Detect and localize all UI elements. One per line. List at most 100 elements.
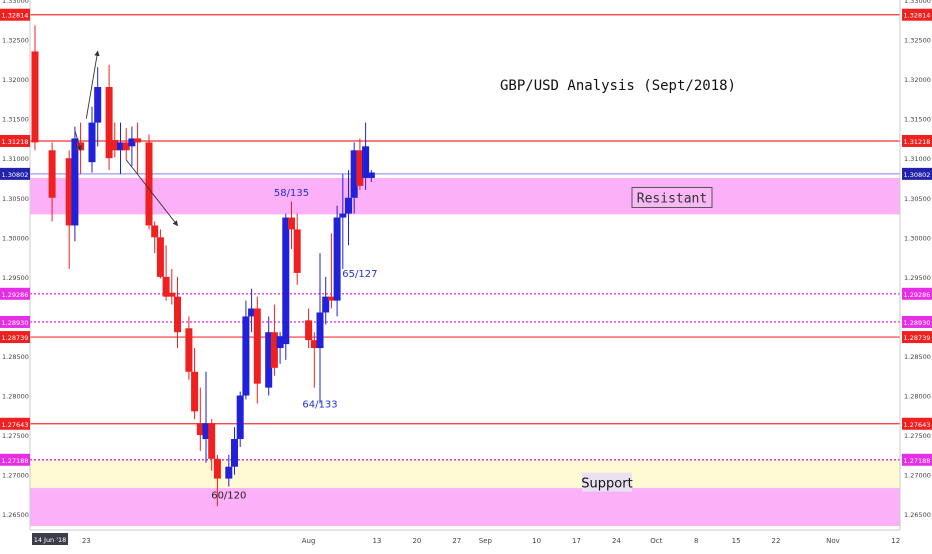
candle-27	[236, 391, 244, 447]
candle-43	[339, 174, 347, 269]
y-tick-label-left-3: 1.31500	[2, 116, 29, 124]
candle-23	[208, 419, 216, 471]
candle-13	[145, 134, 153, 230]
x-tick-label-4: 27	[452, 537, 461, 545]
y-tick-label-left-10: 1.27500	[2, 432, 29, 440]
candle-body	[117, 142, 124, 151]
zones-layer	[30, 177, 900, 527]
candle-30	[253, 296, 261, 404]
trend-arrow-1	[85, 50, 100, 119]
level-badge-label-right-0: 1.32814	[904, 12, 931, 20]
candle-body	[94, 87, 102, 123]
candle-body	[253, 308, 261, 384]
candle-26	[231, 427, 238, 475]
candle-39	[316, 253, 324, 404]
level-badge-label-right-7: 1.27188	[904, 457, 931, 465]
level-badge-label-left-1: 1.31218	[2, 138, 29, 146]
candle-35	[288, 201, 295, 250]
candle-body	[345, 197, 352, 214]
level-badge-label-right-4: 1.28930	[904, 319, 931, 327]
arrows-layer	[74, 50, 179, 227]
candle-body	[293, 229, 301, 273]
y-tick-label-right-10: 1.27500	[904, 432, 931, 440]
support-label-box	[582, 472, 632, 492]
level-badge-label-right-2: 1.30802	[904, 171, 931, 179]
candle-8	[111, 122, 119, 158]
candle-body	[236, 395, 244, 440]
x-tick-label-1: Aug	[302, 537, 316, 545]
x-start-badge	[32, 533, 68, 545]
y-tick-label-right-6: 1.30000	[904, 234, 931, 242]
x-tick-label-5: Sep	[479, 537, 493, 545]
candle-body	[105, 87, 113, 159]
candle-31	[265, 316, 273, 396]
candle-24	[213, 454, 221, 507]
y-tick-label-right-8: 1.28500	[904, 353, 931, 361]
candle-body	[48, 150, 56, 198]
candle-2	[65, 150, 73, 269]
level-badge-right-0	[902, 8, 932, 21]
y-tick-label-left-0: 1.33000	[2, 0, 29, 5]
candle-body	[265, 332, 273, 388]
y-tick-label-right-5: 1.30500	[904, 195, 931, 203]
candle-body	[111, 140, 119, 151]
level-badge-label-left-7: 1.27188	[2, 457, 29, 465]
candle-44	[345, 170, 352, 246]
level-badge-left-6	[0, 417, 30, 430]
annotation-label-1: 64/133	[302, 399, 337, 410]
candle-28	[242, 300, 250, 400]
candle-15	[156, 229, 164, 279]
candle-body	[168, 292, 176, 297]
x-tick-label-9: Oct	[650, 537, 662, 545]
x-tick-label-10: 8	[694, 537, 698, 545]
annotation-label-3: 60/120	[211, 490, 246, 501]
candle-body	[333, 217, 341, 301]
y-tick-label-right-3: 1.31500	[904, 116, 931, 124]
annotation-label-0: 58/135	[274, 188, 309, 199]
y-tick-label-left-4: 1.31000	[2, 155, 29, 163]
y-tick-label-left-8: 1.28500	[2, 353, 29, 361]
level-badge-right-3	[902, 287, 932, 300]
x-tick-label-3: 20	[412, 537, 421, 545]
candle-body	[134, 138, 142, 143]
candle-body	[31, 51, 39, 143]
annotation-label-2: 65/127	[342, 269, 377, 280]
candle-body	[174, 296, 181, 333]
zone-support-yellow	[30, 460, 900, 489]
y-tick-label-left-9: 1.28000	[2, 393, 29, 401]
y-tick-label-left-1: 1.32500	[2, 37, 29, 45]
resistant-label: Resistant	[637, 191, 707, 206]
candle-5	[88, 106, 96, 173]
candle-body	[242, 316, 250, 396]
support-label: Support	[581, 477, 632, 492]
candle-body	[225, 466, 233, 479]
candle-body	[156, 237, 164, 277]
level-badge-left-1	[0, 134, 30, 147]
level-badge-right-2	[902, 167, 932, 180]
x-tick-label-6: 10	[532, 537, 541, 545]
level-badge-label-left-2: 1.30802	[2, 171, 29, 179]
y-tick-label-left-7: 1.29500	[2, 274, 29, 282]
x-tick-label-14: 12	[891, 537, 900, 545]
candle-18	[174, 276, 181, 349]
x-tick-label-7: 17	[572, 537, 581, 545]
x-tick-label-12: 22	[772, 537, 781, 545]
candle-body	[162, 276, 170, 297]
level-badge-label-right-6: 1.27643	[904, 421, 931, 429]
trend-arrow-2	[125, 159, 179, 227]
candle-22	[202, 371, 210, 463]
candle-33	[276, 332, 284, 364]
x-tick-label-0: 23	[82, 537, 91, 545]
candle-body	[310, 340, 318, 349]
candle-body	[282, 217, 290, 345]
candle-3	[71, 126, 79, 242]
y-tick-label-left-11: 1.27000	[2, 472, 29, 480]
candle-21	[196, 387, 204, 451]
candle-14	[151, 221, 159, 254]
x-tick-label-2: 13	[373, 537, 382, 545]
level-badge-left-7	[0, 453, 30, 466]
candle-body	[231, 439, 238, 467]
candle-40	[322, 276, 330, 325]
